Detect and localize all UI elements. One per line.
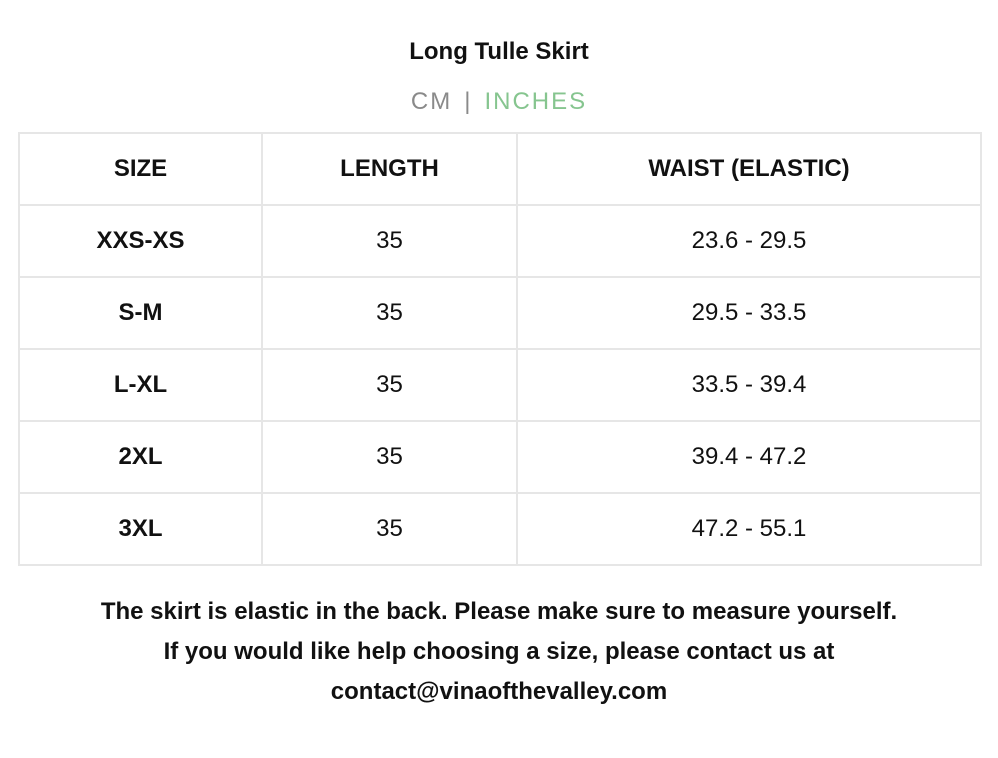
waist-cell: 39.4 - 47.2	[516, 420, 982, 494]
length-cell: 35	[261, 420, 518, 494]
unit-toggle: CM | INCHES	[0, 88, 998, 116]
length-cell: 35	[261, 204, 518, 278]
note-line-2: If you would like help choosing a size, …	[163, 638, 835, 665]
unit-cm-button[interactable]: CM	[410, 88, 453, 115]
size-cell: 2XL	[18, 420, 263, 494]
size-table: SIZE LENGTH WAIST (ELASTIC) XXS-XS 35 23.6…	[18, 132, 982, 566]
page-title: Long Tulle Skirt	[409, 38, 589, 65]
header-length: LENGTH	[261, 132, 518, 206]
table-row: 3XL 35 47.2 - 55.1	[18, 492, 982, 566]
size-cell: 3XL	[18, 492, 263, 566]
table-row: L-XL 35 33.5 - 39.4	[18, 348, 982, 422]
note-line-1: The skirt is elastic in the back. Please…	[100, 598, 898, 625]
contact-email-link[interactable]: contact@vinaofthevalley.com	[330, 678, 668, 705]
table-row: S-M 35 29.5 - 33.5	[18, 276, 982, 350]
table-header-row: SIZE LENGTH WAIST (ELASTIC)	[18, 132, 982, 206]
unit-inches-button[interactable]: INCHES	[484, 88, 588, 115]
unit-separator: |	[464, 88, 473, 115]
waist-cell: 23.6 - 29.5	[516, 204, 982, 278]
waist-cell: 29.5 - 33.5	[516, 276, 982, 350]
size-cell: S-M	[18, 276, 263, 350]
size-note: The skirt is elastic in the back. Please…	[0, 592, 998, 712]
waist-cell: 33.5 - 39.4	[516, 348, 982, 422]
header-size: SIZE	[18, 132, 263, 206]
table-row: XXS-XS 35 23.6 - 29.5	[18, 204, 982, 278]
size-cell: L-XL	[18, 348, 263, 422]
length-cell: 35	[261, 492, 518, 566]
size-cell: XXS-XS	[18, 204, 263, 278]
table-row: 2XL 35 39.4 - 47.2	[18, 420, 982, 494]
length-cell: 35	[261, 348, 518, 422]
length-cell: 35	[261, 276, 518, 350]
header-waist: WAIST (ELASTIC)	[516, 132, 982, 206]
waist-cell: 47.2 - 55.1	[516, 492, 982, 566]
